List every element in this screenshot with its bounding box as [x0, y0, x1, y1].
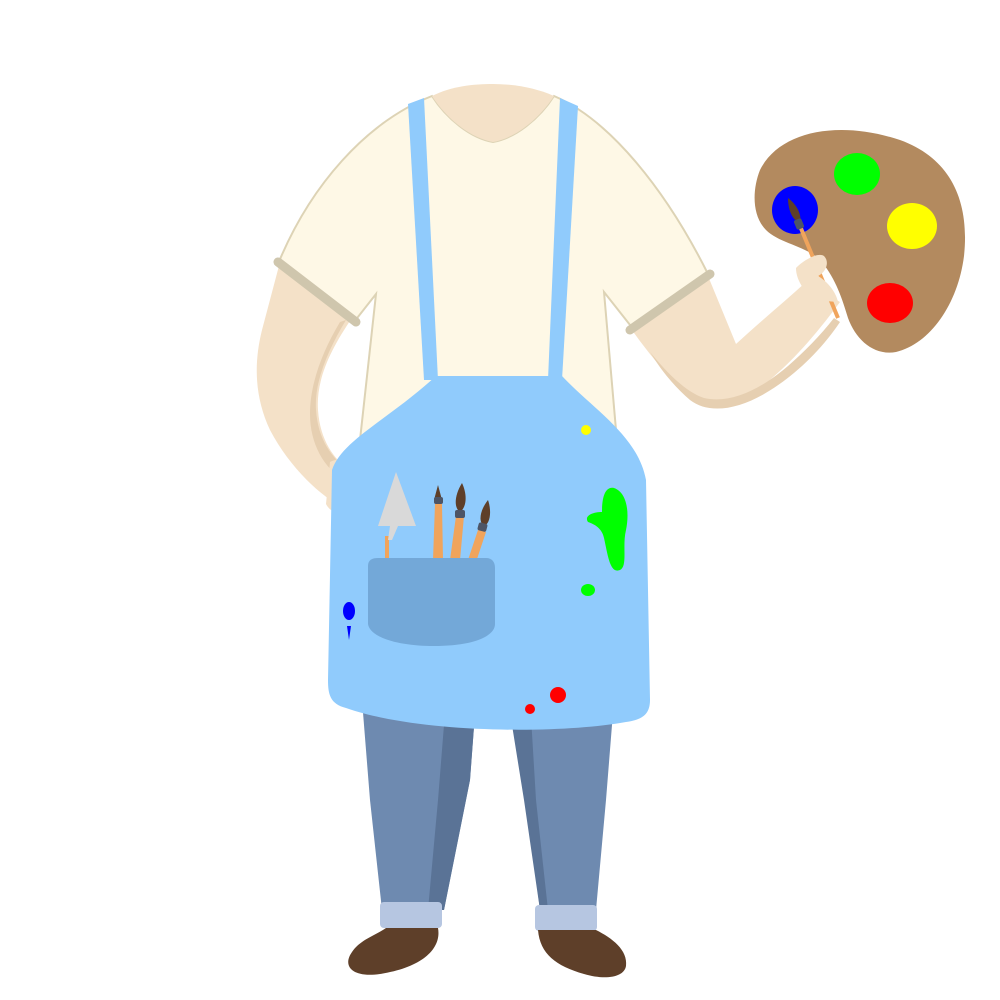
palette-knife-icon	[378, 472, 416, 560]
right-arm-shape	[632, 276, 840, 407]
left-pant-shadow	[428, 700, 476, 910]
left-shoe	[348, 928, 439, 975]
paint-blob-yellow	[887, 203, 937, 249]
splatter-blue-drip	[347, 626, 351, 640]
paint-blob-green	[834, 153, 880, 195]
shirt-body	[276, 94, 710, 442]
right-pant-cuff	[535, 905, 597, 931]
paint-palette-icon	[754, 130, 966, 353]
right-pant-shadow	[508, 700, 548, 910]
splatter-red-large	[550, 687, 566, 703]
splatter-green-large	[586, 487, 628, 571]
splatter-red-small	[525, 704, 535, 714]
splatter-blue	[343, 602, 355, 620]
splatter-yellow	[581, 425, 591, 435]
splatter-green-small	[581, 584, 595, 596]
left-arm-shape	[256, 262, 352, 508]
right-arm-shadow	[650, 318, 840, 409]
right-arm	[632, 276, 840, 409]
right-sleeve-cuff	[625, 269, 715, 335]
apron	[328, 98, 650, 730]
palette-board	[754, 130, 966, 353]
paint-splatters	[343, 425, 628, 714]
paint-blob-red	[867, 283, 913, 323]
left-arm-shadow	[310, 320, 348, 480]
right-apron-strap	[548, 98, 578, 380]
left-sleeve-cuff	[273, 257, 361, 327]
left-apron-strap	[408, 98, 438, 380]
right-hand	[796, 254, 838, 302]
right-shoe	[538, 930, 627, 978]
apron-body	[328, 376, 650, 730]
shirt	[273, 84, 715, 442]
neck	[432, 84, 554, 142]
shoes	[348, 928, 627, 978]
left-pant-cuff	[380, 902, 442, 928]
paintbrush-icon	[433, 483, 491, 562]
apron-pocket-icon	[368, 558, 495, 646]
pants	[362, 700, 614, 931]
